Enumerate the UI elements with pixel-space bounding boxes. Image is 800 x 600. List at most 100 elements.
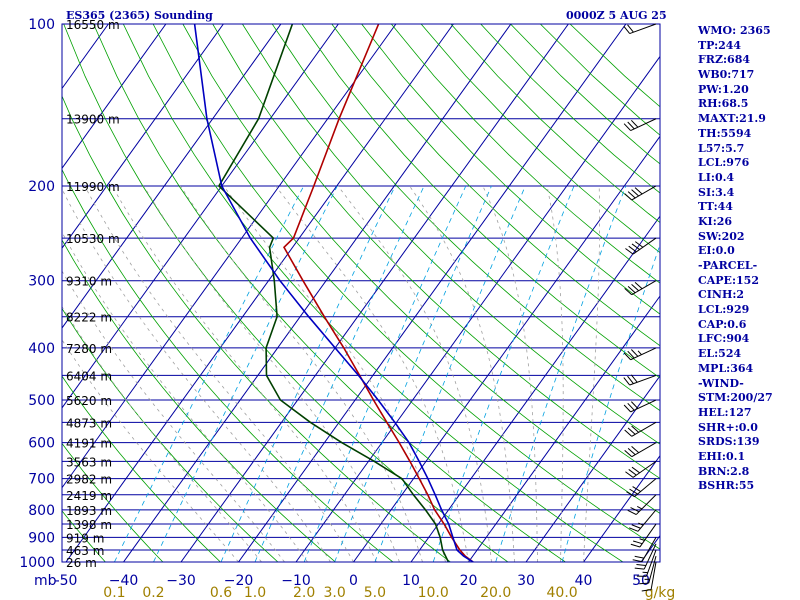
index-item: TH:5594 <box>698 126 752 140</box>
index-item: SI:3.4 <box>698 185 735 199</box>
pressure-unit-label: mb <box>34 573 57 589</box>
height-label: 7280 m <box>66 342 112 356</box>
wind-barb-flag <box>623 25 631 34</box>
pressure-tick-label: 1000 <box>19 555 55 571</box>
mixing-ratio-tick-label: 2.0 <box>293 585 315 600</box>
isotherm <box>525 375 660 562</box>
index-item: SHR+:0.0 <box>698 420 758 434</box>
wind-barb-staff <box>631 421 657 437</box>
dry-adiabat <box>271 24 660 412</box>
wind-barb-staff <box>643 543 657 570</box>
height-label: 9310 m <box>66 275 112 289</box>
dry-adiabat <box>62 510 106 562</box>
index-item: CINH:2 <box>698 288 745 302</box>
wind-barb-flag <box>624 449 633 458</box>
wind-barb-staff <box>632 237 657 255</box>
dry-adiabat <box>331 24 660 347</box>
wind-barb-flag <box>627 350 635 359</box>
index-item: BRN:2.8 <box>698 464 750 478</box>
height-label: 2419 m <box>66 489 112 503</box>
isotherm <box>62 24 224 249</box>
index-item: LCL:976 <box>698 156 750 170</box>
wind-barb-flag <box>630 401 639 409</box>
pressure-tick-label: 600 <box>28 436 55 452</box>
moist-adiabat <box>409 185 515 562</box>
dry-adiabat <box>62 95 451 562</box>
index-item: CAPE:152 <box>698 273 759 287</box>
isotherm <box>180 24 569 562</box>
wind-barb-staff <box>639 523 657 548</box>
mixing-ratio-line <box>334 185 492 562</box>
dry-adiabat <box>122 24 624 562</box>
plot-frame <box>61 23 661 563</box>
wind-barbs <box>623 23 657 592</box>
mixing-ratio-tick-label: 10.0 <box>418 585 449 600</box>
wind-barb-staff <box>631 185 657 201</box>
index-item: LCL:929 <box>698 303 750 317</box>
dry-adiabat <box>62 442 164 562</box>
wind-barb-flag <box>630 543 641 548</box>
wind-barb-half-flag <box>639 538 645 541</box>
wind-barb <box>624 185 657 201</box>
height-label: 4191 m <box>66 437 112 451</box>
wind-barb-flag <box>627 375 634 384</box>
wind-barb-flag <box>623 404 631 413</box>
moist-adiabat <box>143 185 400 562</box>
temperature-tick-label: −10 <box>281 573 311 589</box>
dewpoint-line <box>217 24 450 562</box>
temperature-tick-label: 0 <box>349 573 358 589</box>
moist-adiabat <box>62 270 285 562</box>
index-item: WB0:717 <box>698 68 755 82</box>
mixing-ratio-tick-label: 0.2 <box>142 585 164 600</box>
wind-barb <box>625 237 657 255</box>
wind-barb-flag <box>639 582 649 585</box>
wind-barb-flag <box>632 540 643 545</box>
wind-barb-staff <box>630 399 657 413</box>
index-item: EL:524 <box>698 347 742 361</box>
wind-barb-flag <box>627 447 636 456</box>
wind-barb-staff <box>645 549 657 577</box>
height-label: 1398 m <box>66 518 112 532</box>
index-item: L57:5.7 <box>698 141 745 155</box>
pressure-tick-label: 900 <box>28 530 55 546</box>
wind-barb-flag <box>631 243 640 250</box>
pressure-tick-label: 100 <box>28 17 55 33</box>
pressure-tick-label: 700 <box>28 472 55 488</box>
dry-adiabat <box>361 24 660 315</box>
isotherm <box>353 135 660 562</box>
moist-adiabat <box>583 185 600 562</box>
isotherm <box>62 24 339 409</box>
wind-barb-flag <box>627 427 636 435</box>
dry-adiabat <box>63 24 509 562</box>
wind-barb <box>628 509 657 532</box>
wind-barb-staff <box>641 537 657 562</box>
wind-barb <box>624 442 657 458</box>
mixing-ratio-line <box>495 185 627 562</box>
moist-adiabat <box>111 185 377 562</box>
mixing-ratio-line <box>374 185 526 562</box>
dry-adiabat <box>390 24 660 284</box>
wind-barb-flag <box>623 377 631 386</box>
pressure-tick-label: 200 <box>28 179 55 195</box>
wind-barb-flag <box>631 524 641 529</box>
temperature-tick-label: 50 <box>632 573 650 589</box>
mixing-ratio-tick-label: 40.0 <box>547 585 578 600</box>
wind-barb-flag <box>630 507 640 513</box>
index-item: MPL:364 <box>698 361 754 375</box>
wind-barb-flag <box>624 429 633 437</box>
mixing-ratio-line <box>254 185 425 562</box>
wind-barb-flag <box>634 241 644 248</box>
wind-barb <box>626 478 657 498</box>
temperature-tick-label: −40 <box>109 573 139 589</box>
isotherm <box>295 55 660 562</box>
isotherm <box>62 24 397 489</box>
moist-adiabat <box>546 185 564 562</box>
wind-barb-flag <box>626 491 635 498</box>
wind-barb <box>639 555 657 585</box>
index-item: SRDS:139 <box>698 435 760 449</box>
height-label: 1893 m <box>66 504 112 518</box>
moist-adiabat <box>84 185 354 562</box>
wind-barb-flag <box>630 374 638 383</box>
index-item: CAP:0.6 <box>698 317 747 331</box>
wind-barb-flag <box>623 123 631 131</box>
